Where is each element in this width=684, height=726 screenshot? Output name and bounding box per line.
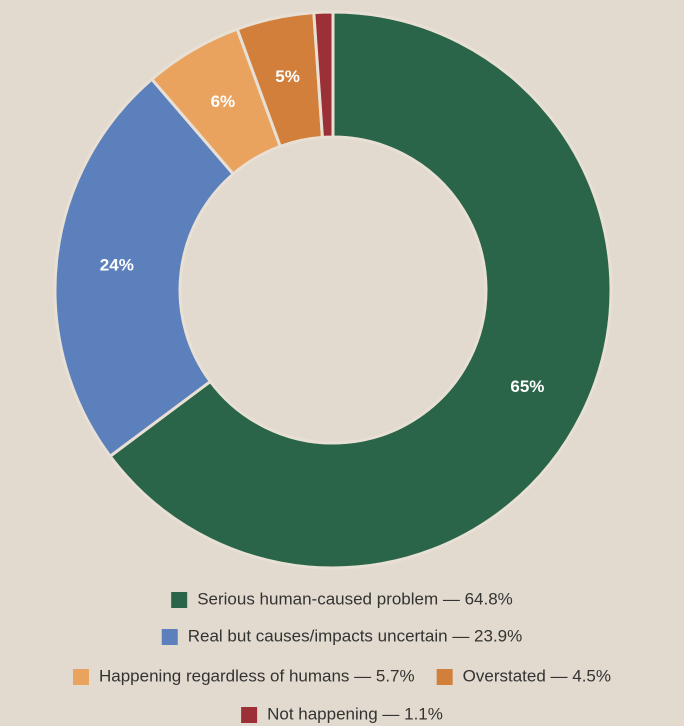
legend-label: Not happening — 1.1% xyxy=(267,704,443,723)
legend-label: Overstated — 4.5% xyxy=(463,666,611,685)
legend-item: Serious human-caused problem — 64.8% xyxy=(171,589,513,608)
data-label: 6% xyxy=(211,92,236,111)
legend-swatch xyxy=(241,707,258,723)
legend-swatch xyxy=(161,629,178,645)
legend-item: Overstated — 4.5% xyxy=(436,666,611,685)
legend-item: Happening regardless of humans — 5.7% xyxy=(73,666,415,685)
legend-swatch xyxy=(73,669,90,685)
slice xyxy=(108,10,613,570)
slice xyxy=(312,10,335,139)
legend-item: Real but causes/impacts uncertain — 23.9… xyxy=(161,626,523,645)
legend-label: Happening regardless of humans — 5.7% xyxy=(99,666,415,685)
legend-swatch xyxy=(436,669,453,685)
legend-swatch xyxy=(171,592,188,608)
data-label: 5% xyxy=(275,67,300,86)
data-label: 24% xyxy=(100,256,134,275)
legend-label: Real but causes/impacts uncertain — 23.9… xyxy=(188,626,523,645)
slice xyxy=(53,77,236,459)
legend-label: Serious human-caused problem — 64.8% xyxy=(197,589,513,608)
legend-item: Not happening — 1.1% xyxy=(241,704,443,723)
data-label: 65% xyxy=(510,377,544,396)
